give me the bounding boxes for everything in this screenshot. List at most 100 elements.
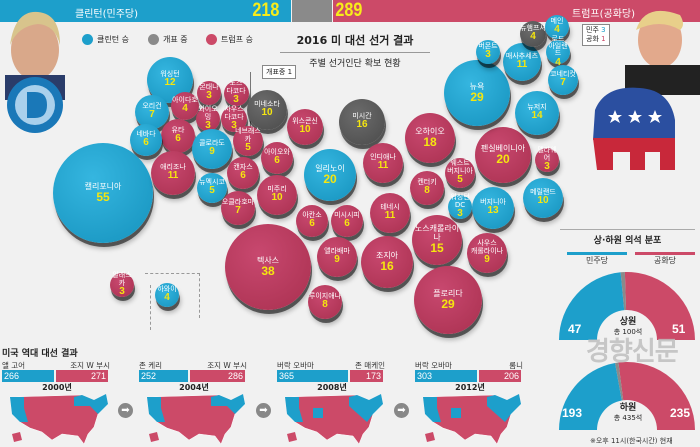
- state-bubble[interactable]: 사우스 캐롤라이나 9: [467, 233, 507, 273]
- state-votes: 3: [233, 94, 239, 106]
- arrow-right-icon: ➡: [118, 403, 133, 418]
- us-result-map: [9, 393, 109, 445]
- state-name: 뉴저지: [527, 103, 547, 112]
- state-name: 아칸소: [302, 211, 322, 220]
- state-name: 뉴욕: [469, 81, 485, 91]
- state-bubble[interactable]: 메인 4: [545, 15, 569, 39]
- state-votes: 3: [544, 161, 550, 173]
- state-votes: 3: [206, 90, 212, 102]
- state-bubble[interactable]: 미시간 16: [339, 99, 385, 145]
- state-bubble[interactable]: 델라웨어 3: [535, 147, 559, 173]
- state-bubble[interactable]: 앨라배마 9: [317, 237, 357, 277]
- state-bubble[interactable]: 조지아 16: [361, 236, 413, 288]
- dem-votes-bar: 303: [415, 370, 477, 382]
- state-bubble[interactable]: 아칸소 6: [296, 205, 328, 237]
- state-name: 앨라배마: [324, 247, 350, 256]
- house-label: 하원: [619, 403, 637, 413]
- state-bubble[interactable]: 인디애나 11: [363, 143, 403, 183]
- state-bubble[interactable]: 노스캐롤라이나 15: [412, 215, 462, 265]
- legend-label: 트럼프 승: [221, 35, 253, 44]
- rep-candidate: 조지 W 부시: [70, 361, 110, 370]
- state-name: 사우스 캐롤라이나: [470, 239, 504, 255]
- state-bubble[interactable]: 유타 6: [161, 119, 195, 153]
- election-panel: 앨 고어 조지 W 부시 266 271 2000년: [2, 360, 112, 447]
- legend-trump: 트럼프 승: [206, 34, 253, 45]
- dem-votes-bar: 266: [2, 370, 54, 382]
- state-votes: 10: [271, 192, 283, 204]
- state-bubble[interactable]: 와이오밍 3: [196, 106, 220, 131]
- state-bubble[interactable]: 아이다호 4: [171, 92, 199, 120]
- state-bubble[interactable]: 메릴랜드 10: [523, 178, 563, 218]
- state-bubble[interactable]: 일리노이 20: [304, 149, 356, 201]
- state-bubble[interactable]: 버몬트 3: [476, 40, 500, 64]
- state-votes: 16: [356, 119, 368, 131]
- dem-seats-arc: [559, 272, 625, 340]
- state-bubble[interactable]: 캘리포니아 55: [53, 143, 153, 243]
- state-bubble[interactable]: 로드 아일랜드 4: [546, 35, 570, 67]
- legend-clinton: 클린턴 승: [82, 34, 129, 45]
- tag-label: 개표중: [266, 68, 286, 76]
- state-bubble[interactable]: 미주리 10: [257, 175, 297, 215]
- state-votes: 3: [485, 49, 491, 61]
- dem-candidate: 버락 오바마: [277, 361, 314, 370]
- state-bubble[interactable]: 위스콘신 10: [287, 109, 323, 145]
- rep-votes-bar: 206: [479, 370, 521, 382]
- state-bubble[interactable]: 하와이 4: [155, 283, 179, 307]
- election-panel: 존 케리 조지 W 부시 252 286 2004년: [139, 360, 249, 447]
- state-bubble[interactable]: 테네시 11: [370, 193, 410, 233]
- state-name: 노스캐롤라이나: [414, 224, 460, 242]
- state-bubble[interactable]: 알래스카 3: [110, 271, 134, 298]
- state-bubble[interactable]: 오하이오 18: [405, 113, 455, 163]
- state-bubble[interactable]: 뉴저지 14: [515, 91, 559, 135]
- state-votes: 4: [182, 103, 188, 115]
- state-bubble[interactable]: 켄터키 8: [410, 171, 444, 205]
- state-votes: 3: [231, 120, 237, 132]
- state-bubble[interactable]: 캔자스 6: [227, 157, 259, 189]
- state-votes: 11: [377, 160, 389, 172]
- state-votes: 11: [384, 210, 396, 222]
- dem-votes-bar: 365: [277, 370, 348, 382]
- rep-label: 공화당: [635, 252, 695, 266]
- state-bubble[interactable]: 펜실베이니아 20: [475, 127, 531, 183]
- state-name: 애리조나: [160, 163, 186, 172]
- state-bubble[interactable]: 버지니아 13: [472, 187, 514, 229]
- state-bubble[interactable]: 뉴욕 29: [444, 60, 510, 126]
- state-votes: 15: [430, 241, 444, 256]
- state-name: 웨스트 버지니아: [447, 159, 473, 175]
- state-bubble[interactable]: 아이오와 6: [261, 142, 293, 174]
- state-bubble[interactable]: 미네소타 10: [247, 90, 287, 130]
- state-bubble[interactable]: 콜로라도 9: [192, 129, 232, 169]
- state-name: 노스 다코다: [226, 79, 246, 95]
- state-name: 켄터키: [417, 178, 437, 187]
- state-bubble[interactable]: 애리조나 11: [151, 151, 195, 195]
- state-bubble[interactable]: 네바다 6: [130, 124, 162, 156]
- state-bubble[interactable]: 매사추세츠 11: [503, 43, 541, 81]
- state-name: 일리노이: [315, 163, 345, 173]
- state-bubble[interactable]: 네브래스카 5: [233, 126, 263, 156]
- dem-seats-arc: [559, 363, 622, 430]
- state-bubble[interactable]: 웨스트 버지니아 5: [445, 158, 475, 188]
- state-name: 메인: [550, 17, 564, 26]
- state-bubble[interactable]: 미시시피 6: [331, 205, 363, 237]
- state-bubble[interactable]: 노스 다코다 3: [223, 79, 249, 106]
- chart-title: 2016 미 대선 선거 결과: [296, 34, 414, 47]
- state-bubble[interactable]: 코네티컷 7: [548, 65, 578, 95]
- tag-count: 3: [601, 26, 606, 34]
- state-bubble[interactable]: 뉴멕시코 5: [197, 173, 227, 203]
- dem-candidate: 앨 고어: [2, 361, 26, 370]
- state-name: 아이다호: [172, 96, 198, 105]
- state-bubble[interactable]: 텍사스 38: [225, 224, 311, 310]
- state-votes: 20: [496, 151, 510, 166]
- state-bubble[interactable]: 워싱턴DC 3: [448, 194, 472, 219]
- state-bubble[interactable]: 뉴햄프셔 4: [520, 21, 546, 47]
- state-votes: 3: [119, 286, 125, 298]
- state-bubble[interactable]: 오클라호마 7: [221, 191, 255, 225]
- state-bubble[interactable]: 오리건 7: [135, 95, 169, 129]
- history-title: 미국 역대 대선 결과: [2, 349, 78, 359]
- state-name: 위스콘신: [292, 117, 318, 126]
- state-bubble[interactable]: 플로리다 29: [414, 266, 482, 334]
- state-bubble[interactable]: 루이지애나 8: [308, 285, 342, 319]
- state-bubble[interactable]: 몬태나 3: [197, 81, 221, 105]
- state-name: 알래스카: [112, 271, 132, 287]
- state-name: 캘리포니아: [84, 181, 122, 191]
